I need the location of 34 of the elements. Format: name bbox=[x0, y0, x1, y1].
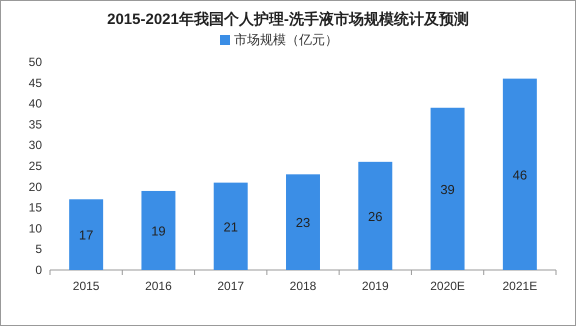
x-tick-label: 2017 bbox=[217, 279, 244, 293]
x-tick-label: 2015 bbox=[72, 279, 100, 293]
legend-label: 市场规模（亿元） bbox=[234, 32, 338, 47]
y-tick-label: 45 bbox=[28, 76, 42, 90]
x-tick-label: 2018 bbox=[290, 279, 317, 293]
bar bbox=[69, 199, 104, 270]
y-tick-label: 5 bbox=[35, 242, 42, 256]
y-tick-label: 25 bbox=[28, 159, 42, 173]
bar bbox=[286, 174, 320, 270]
y-tick-label: 10 bbox=[28, 221, 42, 236]
bar bbox=[358, 162, 392, 270]
y-tick-label: 30 bbox=[28, 138, 42, 152]
data-label: 23 bbox=[296, 215, 310, 230]
data-label: 21 bbox=[223, 219, 238, 234]
data-label: 19 bbox=[151, 223, 166, 238]
x-tick-label: 2021E bbox=[502, 279, 538, 293]
chart-title: 2015-2021年我国个人护理-洗手液市场规模统计及预测 bbox=[107, 10, 469, 28]
bar bbox=[502, 78, 537, 270]
bar bbox=[214, 182, 248, 270]
y-tick-label: 35 bbox=[28, 117, 42, 132]
y-tick-label: 15 bbox=[28, 200, 42, 215]
x-tick-label: 2020E bbox=[430, 279, 465, 293]
y-tick-label: 20 bbox=[28, 180, 42, 194]
data-label: 26 bbox=[368, 208, 383, 224]
bar bbox=[141, 190, 176, 270]
y-tick-label: 50 bbox=[28, 55, 42, 69]
data-label: 17 bbox=[78, 228, 94, 243]
y-tick-label: 0 bbox=[35, 263, 42, 277]
data-label: 46 bbox=[512, 167, 528, 182]
data-label: 39 bbox=[440, 182, 455, 197]
x-tick-label: 2016 bbox=[145, 279, 172, 293]
y-tick-label: 40 bbox=[28, 96, 42, 111]
bar bbox=[430, 108, 465, 270]
x-tick-label: 2019 bbox=[362, 279, 389, 293]
